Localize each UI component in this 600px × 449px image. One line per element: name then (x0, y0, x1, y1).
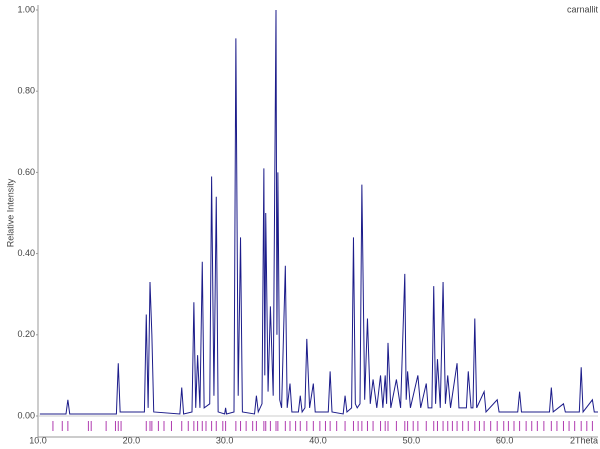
x-tick-label: 20.0 (123, 435, 141, 445)
y-tick-label: 1.00 (17, 4, 35, 14)
x-tick-label: 60.0 (496, 435, 514, 445)
x-tick-label: 10.0 (29, 435, 47, 445)
y-tick-label: 0.20 (17, 329, 35, 339)
y-tick-label: 0.40 (17, 248, 35, 258)
y-tick-label: 0.60 (17, 167, 35, 177)
x-tick-label: 30.0 (216, 435, 234, 445)
legend-entry: carnallit (567, 4, 599, 14)
y-tick-label: 0.80 (17, 86, 35, 96)
y-axis-label: Relative Intensity (5, 178, 15, 247)
x-tick-label: 40.0 (309, 435, 327, 445)
x-axis-label: 2Theta (570, 435, 598, 445)
y-tick-label: 0.00 (17, 410, 35, 420)
x-tick-label: 50.0 (403, 435, 421, 445)
pattern-line (39, 9, 598, 415)
